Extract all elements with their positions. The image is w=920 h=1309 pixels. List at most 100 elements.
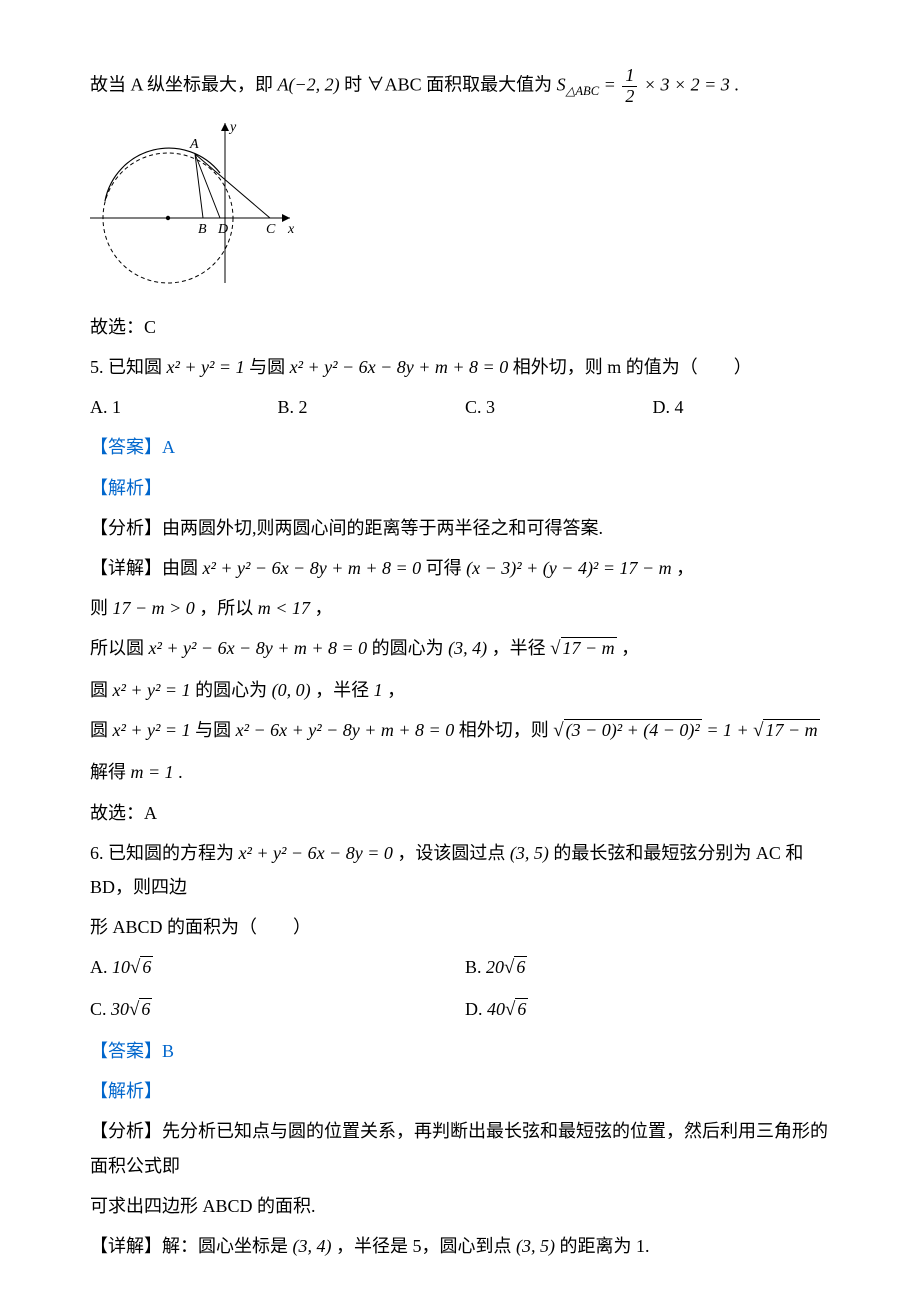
point-A: A(−2, 2) [278, 74, 340, 94]
q6-answer: 【答案】B [90, 1034, 840, 1068]
q5-c0-tail: ， [387, 680, 405, 700]
label-y: y [228, 120, 237, 135]
q5-c0-radius-txt: ，半径 [315, 680, 369, 700]
q6-d-sqrt: 6 [505, 992, 528, 1028]
q5-center1: (3, 4) [448, 638, 487, 658]
q6-center: (3, 4) [293, 1236, 332, 1256]
q6-option-c: C. 30 6 [90, 992, 465, 1028]
q5-cond1: 17 − m > 0 [113, 598, 195, 618]
intro-period: . [734, 74, 739, 94]
q6-c-coef: 30 [111, 999, 129, 1019]
q6-mid: ，设该圆过点 [397, 843, 505, 863]
q5-analysis-text: 【分析】由两圆外切,则两圆心间的距离等于两半径之和可得答案. [90, 511, 840, 545]
S-sub: △ABC [566, 84, 599, 98]
q5-so-eq: x² + y² − 6x − 8y + m + 8 = 0 [149, 638, 368, 658]
q5-c0-eq: x² + y² = 1 [113, 680, 191, 700]
q5-sqrt-dist: (3 − 0)² + (4 − 0)² [553, 713, 702, 749]
q6-option-b: B. 206 [465, 950, 840, 986]
q5-sqrt-17m: 17 − m [550, 631, 617, 667]
q5-solve-tail: . [178, 762, 183, 782]
q6-stem-1: 6. 已知圆的方程为 x² + y² − 6x − 8y = 0 ，设该圆过点 … [90, 836, 840, 904]
q5-detail-mid: 可得 [426, 558, 467, 578]
q6-circle-eq: x² + y² − 6x − 8y = 0 [239, 843, 393, 863]
q5-so-tail: ， [621, 638, 639, 658]
frac-num: 1 [622, 66, 637, 87]
q6-b-coef: 20 [486, 957, 504, 977]
q5-detail-expand: (x − 3)² + (y − 4)² = 17 − m [466, 558, 671, 578]
q5-cond-so: ，所以 [199, 598, 258, 618]
q5-so-center-txt: 的圆心为 [372, 638, 444, 658]
q5-c0-center-txt: 的圆心为 [195, 680, 267, 700]
q5-t-with: 与圆 [195, 720, 236, 740]
label-C: C [266, 222, 276, 237]
q5-options: A. 1 B. 2 C. 3 D. 4 [90, 390, 840, 424]
q5-radicand-17m: 17 − m [561, 637, 617, 658]
q5-with: 与圆 [249, 357, 290, 377]
line-AC [195, 154, 270, 218]
q5-answer-label: 【答案】 [90, 437, 162, 457]
q6-a-coef: 10 [112, 957, 130, 977]
q6-a-rad: 6 [140, 956, 153, 977]
q5-select: 故选：A [90, 796, 840, 830]
q6-point: (3, 5) [510, 843, 549, 863]
q6-detail-mid: ，半径是 5，圆心到点 [336, 1236, 512, 1256]
eq-sign: = [604, 74, 621, 94]
page-content: 故当 A 纵坐标最大，即 A(−2, 2) 时 ∀ABC 面积取最大值为 S△A… [0, 0, 920, 1309]
q6-options-row1: A. 106 B. 206 [90, 950, 840, 986]
q6-option-a: A. 106 [90, 950, 465, 986]
q5-detail-prefix: 【详解】由圆 [90, 558, 203, 578]
q5-option-a: A. 1 [90, 390, 278, 424]
q5-circle0: 圆 x² + y² = 1 的圆心为 (0, 0) ，半径 1 ， [90, 673, 840, 707]
q6-d-rad: 6 [515, 998, 528, 1019]
q5-so-prefix: 所以圆 [90, 638, 149, 658]
q6-detail-tail: 的距离为 1. [560, 1236, 650, 1256]
q5-solve-prefix: 解得 [90, 762, 131, 782]
q6-option-d: D. 406 [465, 992, 840, 1028]
q5-stem: 5. 已知圆 x² + y² = 1 与圆 x² + y² − 6x − 8y … [90, 350, 840, 384]
q5-so-radius-txt: ，半径 [492, 638, 546, 658]
q5-so-circle: 所以圆 x² + y² − 6x − 8y + m + 8 = 0 的圆心为 (… [90, 631, 840, 667]
q5-option-b: B. 2 [278, 390, 466, 424]
q5-detail-circle: x² + y² − 6x − 8y + m + 8 = 0 [203, 558, 422, 578]
q5-radius0: 1 [374, 680, 383, 700]
q5-cond-tail: ， [314, 598, 332, 618]
frac-den: 2 [622, 87, 637, 107]
label-x: x [287, 222, 295, 237]
q5-option-c: C. 3 [465, 390, 653, 424]
q6-detail: 【详解】解：圆心坐标是 (3, 4) ，半径是 5，圆心到点 (3, 5) 的距… [90, 1229, 840, 1263]
q5-t-prefix: 圆 [90, 720, 113, 740]
q6-prefix: 6. 已知圆的方程为 [90, 843, 239, 863]
q6-analysis-label: 【解析】 [90, 1074, 840, 1108]
formula-tail: × 3 × 2 = 3 [644, 74, 730, 94]
q6-options-row2: C. 30 6 D. 406 [90, 992, 840, 1028]
q5-answer: 【答案】A [90, 430, 840, 464]
q6-a-sqrt: 6 [130, 950, 153, 986]
label-B: B [198, 222, 207, 237]
q6-analysis-1: 【分析】先分析已知点与圆的位置关系，再判断出最长弦和最短弦的位置，然后利用三角形… [90, 1114, 840, 1182]
q5-prefix: 5. 已知圆 [90, 357, 167, 377]
q5-dist-radicand: (3 − 0)² + (4 − 0)² [564, 719, 702, 740]
q6-c-prefix: C. [90, 999, 111, 1019]
q5-solve: 解得 m = 1 . [90, 755, 840, 789]
q5-tail: 相外切，则 m 的值为（ ） [513, 357, 752, 377]
center-dot [166, 215, 170, 219]
q6-c-rad: 6 [139, 998, 152, 1019]
q5-option-d: D. 4 [653, 390, 841, 424]
q5-center0: (0, 0) [272, 680, 311, 700]
q5-sqrt-dist-r: 17 − m [753, 713, 820, 749]
y-arrow [221, 123, 229, 131]
geometry-figure: A B D C x y [90, 113, 840, 304]
q5-cond2: m < 17 [258, 598, 310, 618]
q5-t-c1: x² + y² = 1 [113, 720, 191, 740]
x-arrow [282, 214, 290, 222]
intro-mid: 时 ∀ABC 面积取最大值为 [344, 74, 557, 94]
q5-solve-eq: m = 1 [131, 762, 174, 782]
q5-detail-comma: ， [676, 558, 694, 578]
q6-analysis-2: 可求出四边形 ABCD 的面积. [90, 1189, 840, 1223]
q5-cond-line: 则 17 − m > 0 ，所以 m < 17 ， [90, 591, 840, 625]
q5-circle2: x² + y² − 6x − 8y + m + 8 = 0 [290, 357, 509, 377]
q6-detail-prefix: 【详解】解：圆心坐标是 [90, 1236, 288, 1256]
select-c: 故选：C [90, 310, 840, 344]
q5-analysis-label: 【解析】 [90, 471, 840, 505]
S-symbol: S [557, 74, 566, 94]
